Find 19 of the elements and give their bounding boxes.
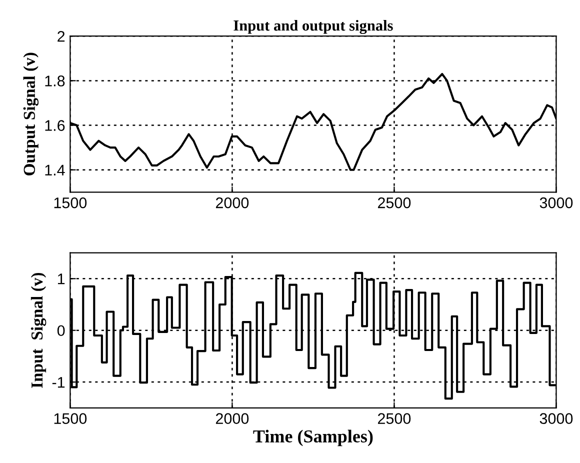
x-tick-label: 2000	[216, 197, 249, 208]
y-tick-label: 2	[58, 30, 65, 42]
y-axis-title: Output Signal (v)	[23, 52, 39, 176]
y-tick-label: 0	[57, 325, 65, 336]
x-tick-label: 1500	[54, 413, 87, 424]
y-tick-label: 1.6	[45, 120, 65, 131]
x-tick-label: 2500	[378, 413, 411, 424]
x-tick-label: 3000	[540, 197, 573, 208]
y-tick-label: 1.8	[45, 76, 65, 86]
x-tick-label: 3000	[540, 413, 573, 424]
y-tick-label: 1	[58, 274, 65, 284]
x-tick-label: 1500	[54, 197, 87, 208]
y-tick-label: -1	[52, 377, 65, 388]
x-axis-title: Time (Samples)	[253, 430, 373, 446]
x-tick-label: 2000	[216, 413, 249, 424]
y-tick-label: 1.4	[45, 164, 65, 176]
x-tick-label: 2500	[378, 197, 411, 208]
y-axis-title: Input Signal (v)	[30, 272, 46, 388]
chart-title: Input and output signals	[234, 20, 393, 34]
